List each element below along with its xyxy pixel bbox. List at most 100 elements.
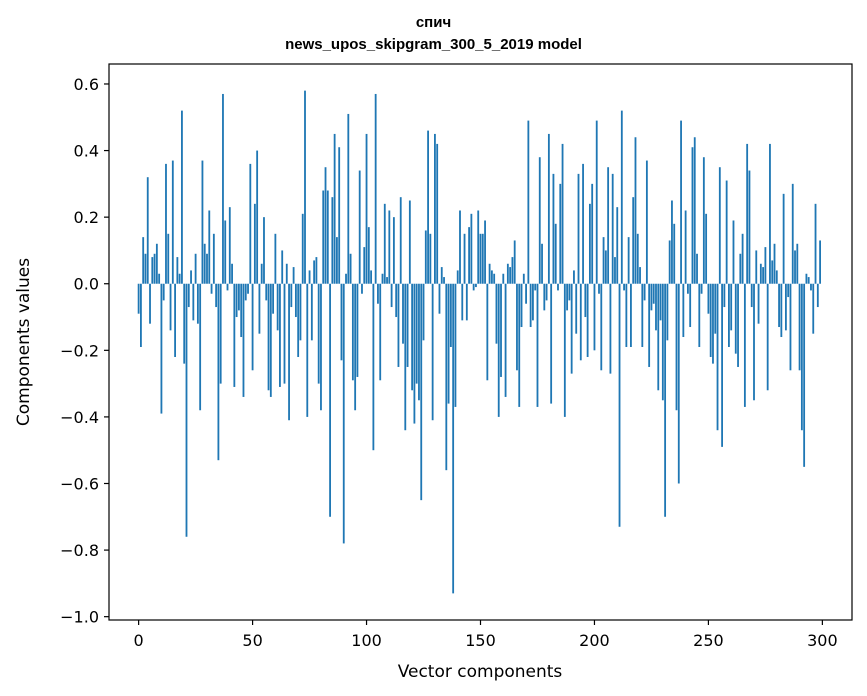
bar-230 [661, 283, 664, 401]
bar-277 [769, 143, 771, 284]
bar-135 [445, 283, 448, 471]
bar-77 [313, 260, 316, 284]
bar-150 [479, 233, 482, 284]
bar-58 [269, 283, 272, 397]
bar-266 [743, 283, 746, 407]
x-tick-label: 300 [807, 631, 838, 650]
bar-115 [399, 197, 402, 284]
bar-263 [737, 283, 739, 367]
bar-202 [598, 283, 600, 294]
y-tick-label: 0.4 [74, 142, 99, 161]
bar-118 [406, 283, 409, 367]
bar-111 [390, 283, 393, 308]
bar-298 [816, 283, 819, 308]
bar-0 [137, 283, 140, 314]
bar-180 [547, 133, 550, 284]
bar-16 [174, 283, 176, 357]
bar-273 [759, 263, 762, 284]
x-tick-label: 50 [242, 631, 262, 650]
bar-56 [265, 283, 268, 301]
bar-206 [607, 167, 610, 284]
chart-title-line-1: спич [415, 14, 452, 31]
bar-105 [377, 283, 379, 304]
bar-296 [812, 283, 815, 334]
bar-41 [231, 263, 233, 284]
bar-217 [632, 197, 635, 284]
bar-114 [397, 283, 400, 367]
axes-group: 0 50 100 150 200 250 300 −1.0 −0.8 −0.6 −0.4 −0.2 0.… [60, 63, 853, 650]
bar-3 [144, 253, 147, 284]
bar-203 [600, 283, 603, 371]
bar-189 [568, 283, 571, 301]
bar-69 [294, 283, 297, 318]
bar-204 [602, 237, 605, 284]
bar-64 [283, 283, 286, 384]
bar-170 [525, 283, 527, 304]
bar-223 [645, 160, 648, 284]
bar-289 [796, 243, 799, 284]
bar-97 [358, 170, 361, 284]
bar-156 [493, 273, 496, 284]
bar-154 [488, 263, 491, 284]
bar-253 [714, 283, 717, 334]
bar-2 [142, 237, 145, 284]
bar-134 [443, 277, 445, 284]
bar-70 [297, 283, 300, 357]
bar-125 [422, 283, 425, 341]
bar-21 [185, 283, 188, 537]
bar-252 [712, 283, 714, 364]
bar-81 [322, 190, 325, 284]
bar-136 [447, 283, 450, 404]
bar-1 [140, 283, 142, 347]
bar-6 [151, 257, 154, 284]
bar-86 [333, 133, 336, 284]
bar-227 [655, 283, 657, 331]
bar-10 [160, 283, 163, 414]
bar-119 [408, 200, 411, 284]
bar-175 [536, 283, 539, 407]
bar-196 [584, 283, 587, 318]
bar-4 [146, 177, 149, 284]
bar-270 [753, 283, 755, 401]
bar-262 [734, 283, 737, 354]
bar-173 [532, 283, 534, 321]
y-tick-label: −0.6 [60, 474, 99, 493]
bar-75 [308, 270, 311, 284]
bar-215 [627, 237, 630, 284]
bar-208 [611, 173, 614, 284]
y-tick-label: 0.2 [74, 208, 99, 227]
bar-127 [427, 130, 429, 284]
bar-205 [604, 250, 607, 284]
bar-250 [707, 283, 710, 314]
bar-46 [242, 283, 245, 397]
bar-103 [372, 283, 375, 451]
bar-190 [570, 283, 573, 374]
bar-164 [511, 257, 514, 284]
bar-174 [534, 283, 537, 291]
bar-99 [363, 247, 366, 284]
bar-60 [274, 233, 277, 284]
bar-276 [766, 283, 769, 391]
bar-278 [771, 260, 774, 284]
bars-group [137, 90, 821, 594]
bar-108 [383, 203, 386, 284]
bar-68 [292, 267, 295, 284]
bar-216 [630, 283, 632, 347]
bar-176 [538, 157, 541, 284]
bar-123 [418, 283, 420, 401]
bar-179 [545, 283, 548, 301]
bar-85 [331, 197, 334, 284]
bar-295 [810, 283, 812, 291]
bar-95 [354, 283, 357, 411]
bar-72 [301, 213, 304, 284]
bar-280 [775, 270, 778, 284]
bar-66 [288, 283, 290, 421]
bar-92 [347, 113, 350, 284]
bar-247 [700, 283, 703, 294]
bar-87 [336, 237, 338, 284]
bar-132 [438, 283, 441, 314]
bar-157 [495, 283, 498, 344]
bar-148 [475, 283, 477, 288]
bar-271 [755, 250, 758, 284]
